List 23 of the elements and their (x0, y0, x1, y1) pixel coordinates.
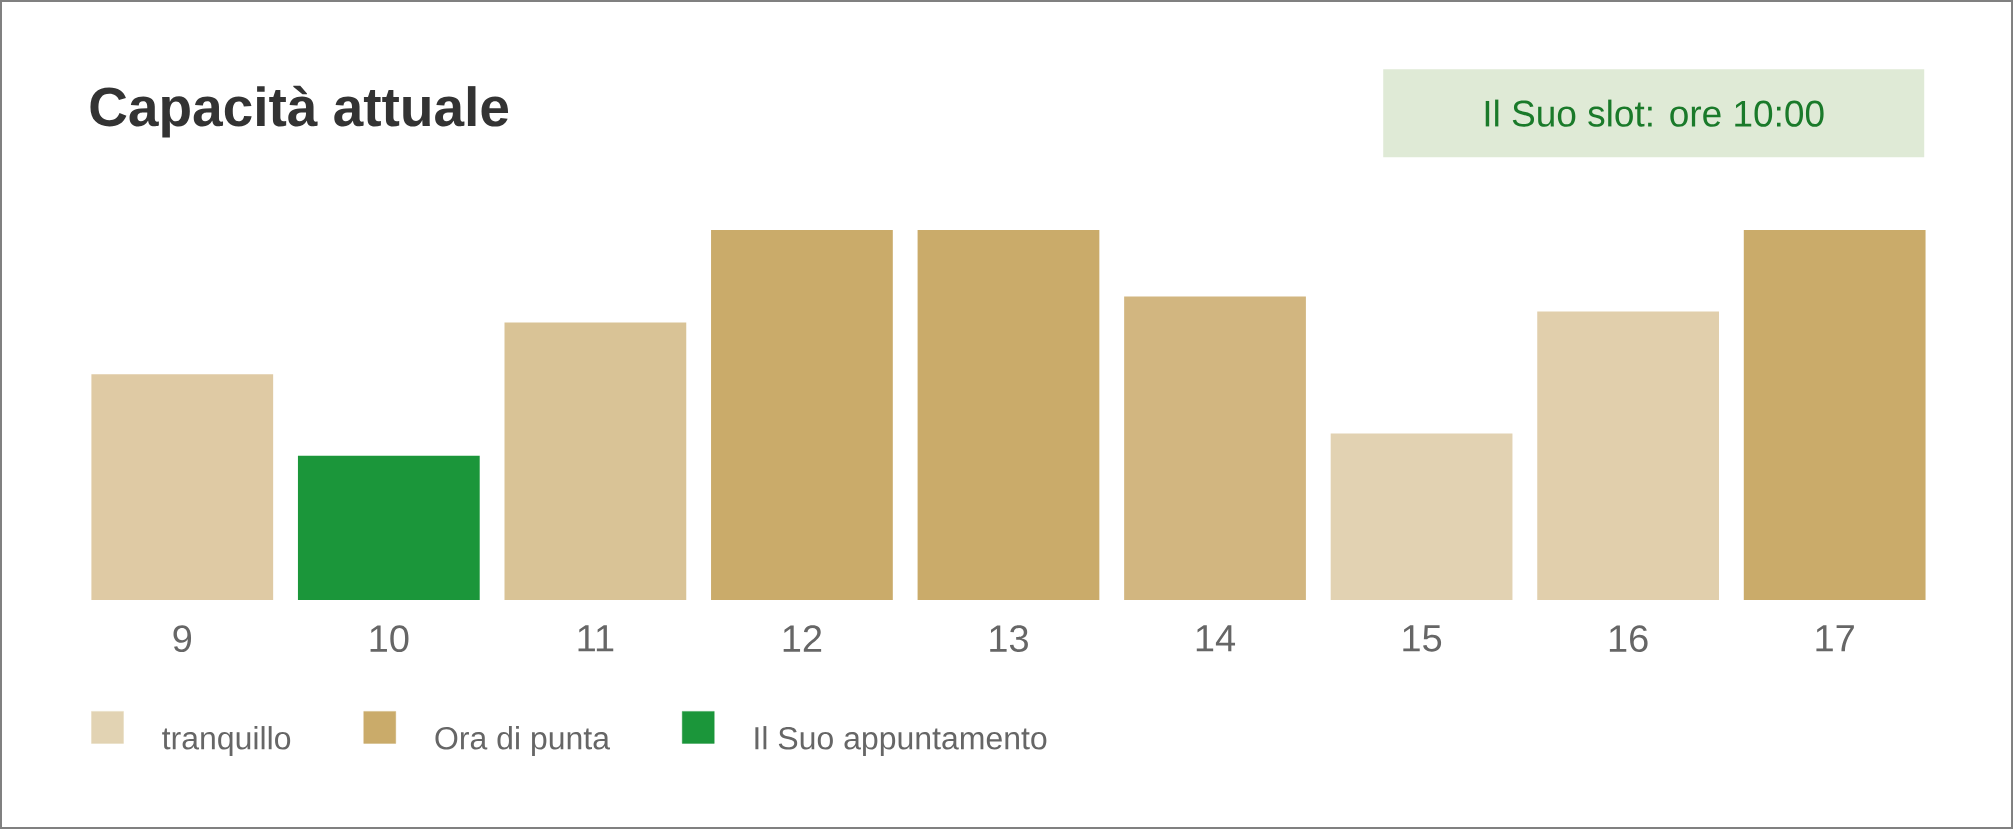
bar (917, 230, 1100, 600)
x-tick-label: 11 (578, 625, 614, 652)
legend-label: Il Suo appuntamento (755, 726, 1047, 756)
x-tick-label: 16 (1609, 625, 1648, 653)
bar (711, 230, 893, 600)
x-tick-label: 12 (783, 625, 822, 652)
bar (1537, 311, 1719, 600)
x-tick-label: 9 (173, 625, 192, 653)
chart-title: Capacità attuale (90, 85, 509, 138)
bar (1124, 296, 1306, 600)
x-tick-label: 13 (990, 625, 1028, 653)
text: Il Suo slot: ore 10:00 (1485, 99, 1824, 127)
x-tick-label: 15 (1403, 625, 1442, 652)
x-tick-label: 10 (370, 625, 409, 653)
x-tick-label: 17 (1816, 625, 1854, 652)
bar (91, 374, 274, 600)
legend-label: Ora di punta (435, 726, 611, 756)
bar (1743, 230, 1926, 600)
x-tick-label: 14 (1196, 625, 1236, 652)
legend-label: tranquillo (162, 726, 291, 756)
bar (1330, 433, 1513, 600)
bar (504, 322, 687, 600)
bar (297, 455, 480, 600)
